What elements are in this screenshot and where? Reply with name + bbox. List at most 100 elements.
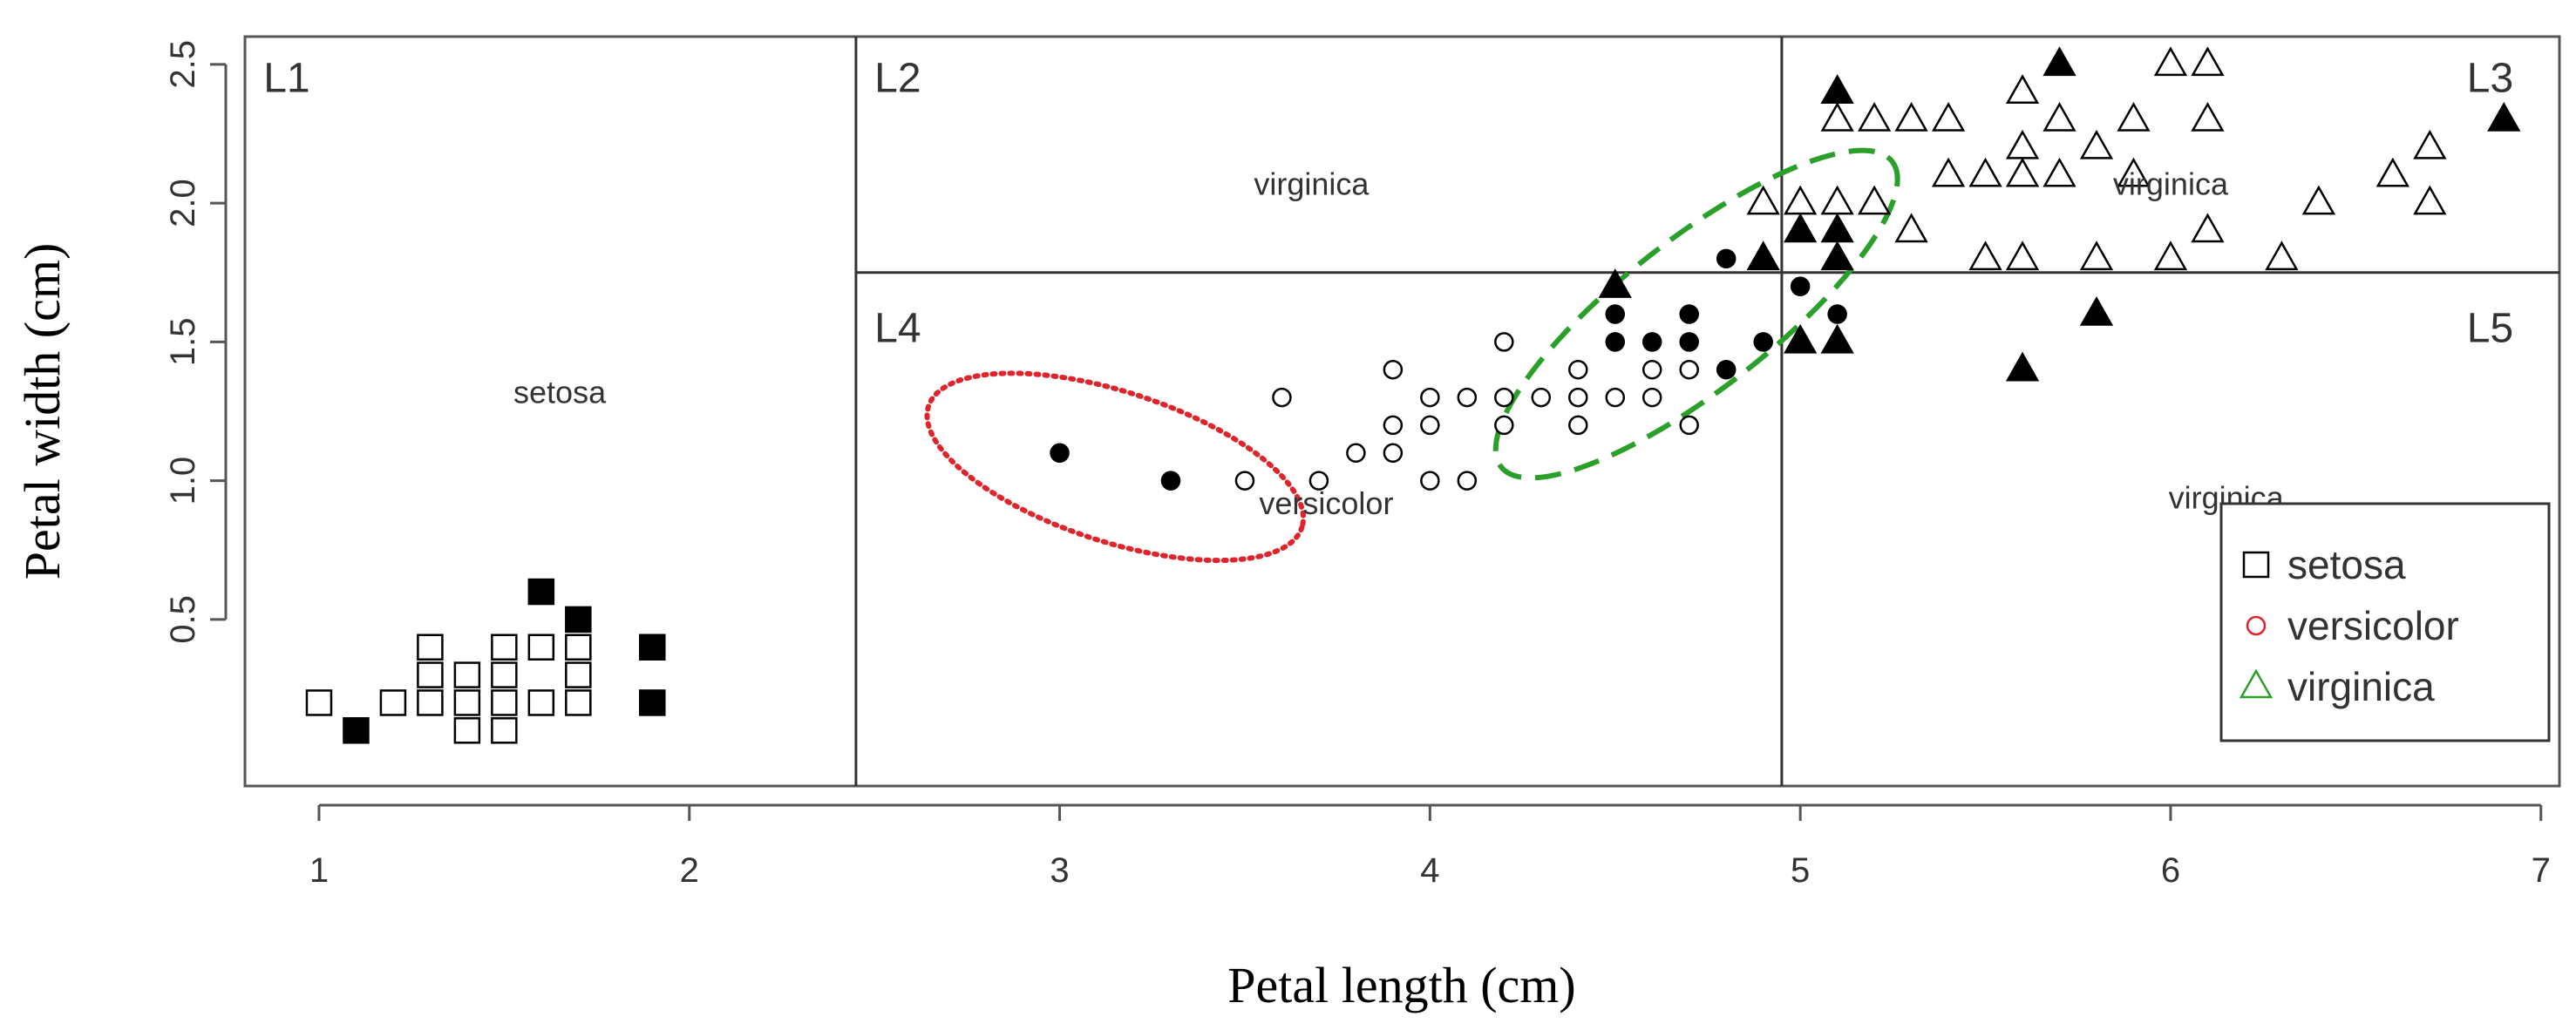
setosa-point: [527, 689, 555, 716]
legend-setosa-marker: [2242, 551, 2270, 579]
versicolor-point: [1531, 387, 1552, 408]
setosa-point: [639, 634, 666, 661]
virginica-point: [2191, 102, 2225, 132]
virginica-point: [1746, 185, 1780, 215]
virginica-point: [2117, 157, 2151, 187]
virginica-point: [2117, 102, 2151, 132]
class-label-virginica: virginica: [1254, 166, 1370, 202]
y-tick-label: 2.5: [164, 40, 202, 89]
versicolor-point: [1346, 443, 1366, 464]
versicolor-point: [1641, 332, 1662, 352]
x-tick-label: 3: [1050, 851, 1069, 890]
setosa-point: [417, 689, 444, 716]
versicolor-point: [1308, 471, 1329, 491]
virginica-point: [1784, 213, 1818, 243]
versicolor-point: [1457, 387, 1478, 408]
y-axis: 0.5 1.0 1.5 2.0 2.5: [164, 40, 228, 644]
x-tick-label: 5: [1791, 851, 1810, 890]
legend-virginica-label: virginica: [2287, 664, 2435, 709]
virginica-point: [1968, 241, 2002, 271]
highlight-ellipses: [924, 147, 1900, 564]
versicolor-point: [1568, 387, 1588, 408]
versicolor-point: [1494, 332, 1514, 352]
x-axis: 1 2 3 4 5 6 7: [309, 803, 2551, 890]
versicolor-point: [1420, 471, 1440, 491]
setosa-point: [417, 661, 444, 688]
setosa-point: [491, 661, 518, 688]
y-axis-title: Petal width (cm): [14, 243, 71, 580]
virginica-point: [1857, 102, 1892, 132]
versicolor-point: [1383, 415, 1404, 436]
versicolor-point: [1679, 415, 1699, 436]
x-tick-label: 1: [309, 851, 329, 890]
versicolor-point: [1568, 359, 1588, 380]
region-label-l5: L5: [2467, 305, 2513, 351]
virginica-point: [2487, 102, 2521, 132]
region-label-l3: L3: [2467, 56, 2513, 102]
versicolor-point: [1679, 332, 1699, 352]
x-tick-label: 6: [2161, 851, 2180, 890]
versicolor-point: [1753, 332, 1773, 352]
x-tick-label: 4: [1420, 851, 1439, 890]
legend-setosa-label: setosa: [2287, 542, 2406, 587]
decision-boundaries: [854, 37, 2559, 786]
virginica-point: [2413, 185, 2447, 215]
virginica-point: [1968, 157, 2002, 187]
virginica-point: [1857, 185, 1892, 215]
virginica-point: [1820, 74, 1854, 104]
virginica-point: [2079, 295, 2114, 326]
versicolor-point: [1383, 359, 1404, 380]
y-tick-label: 0.5: [164, 595, 202, 644]
virginica-point: [2079, 129, 2114, 159]
virginica-point: [2005, 157, 2040, 187]
region-label-l4: L4: [874, 305, 921, 351]
data-points: [305, 46, 2521, 744]
class-label-setosa: setosa: [513, 374, 607, 410]
setosa-point: [453, 661, 481, 688]
versicolor-point: [1641, 359, 1662, 380]
virginica-point: [1820, 185, 1854, 215]
y-tick-label: 1.0: [164, 457, 202, 505]
setosa-point: [565, 634, 592, 661]
versicolor-point: [1641, 387, 1662, 408]
setosa-point: [565, 606, 592, 634]
setosa-point: [639, 689, 666, 716]
virginica-point: [2375, 157, 2409, 187]
class-label-virginica: virginica: [2113, 166, 2229, 202]
versicolor-point: [1050, 443, 1070, 464]
setosa-point: [491, 689, 518, 716]
versicolor-point: [1494, 415, 1514, 436]
versicolor-point: [1605, 332, 1626, 352]
legend: setosa versicolor virginica: [2219, 502, 2551, 742]
virginica-point: [2191, 213, 2225, 243]
x-axis-title: Petal length (cm): [1227, 957, 1575, 1013]
virginica-point: [2042, 102, 2076, 132]
virginica-point: [2005, 129, 2040, 159]
setosa-point: [305, 689, 333, 716]
setosa-point: [453, 717, 481, 744]
legend-virginica-marker: [2239, 668, 2274, 699]
virginica-point: [2005, 241, 2040, 271]
versicolor-point: [1160, 471, 1181, 491]
virginica-point: [2005, 351, 2040, 382]
y-tick-label: 2.0: [164, 179, 202, 227]
versicolor-point: [1494, 387, 1514, 408]
region-label-l1: L1: [263, 56, 309, 102]
setosa-point: [491, 634, 518, 661]
setosa-point: [343, 717, 370, 744]
versicolor-point: [1716, 359, 1737, 380]
virginica-point: [2005, 74, 2040, 104]
versicolor-point: [1605, 304, 1626, 324]
virginica-point: [1746, 241, 1780, 271]
setosa-point: [527, 578, 555, 606]
legend-versicolor-label: versicolor: [2287, 603, 2459, 648]
setosa-point: [527, 634, 555, 661]
versicolor-point: [1605, 387, 1626, 408]
versicolor-point: [1827, 304, 1847, 324]
setosa-point: [417, 634, 444, 661]
class-label-versicolor: versicolor: [1259, 485, 1393, 521]
versicolor-point: [1716, 248, 1737, 269]
versicolor-point: [1568, 415, 1588, 436]
setosa-point: [453, 689, 481, 716]
